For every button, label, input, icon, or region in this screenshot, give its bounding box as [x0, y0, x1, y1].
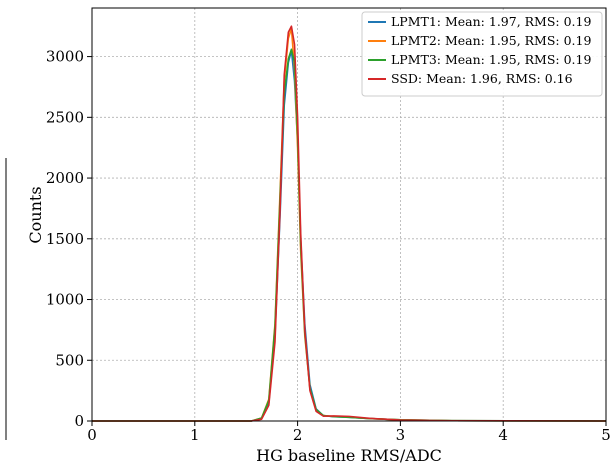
y-tick-label: 1000	[46, 291, 84, 309]
x-tick-label: 3	[396, 426, 406, 444]
series-layer	[92, 25, 607, 422]
legend-entry: LPMT1: Mean: 1.97, RMS: 0.19	[391, 14, 591, 29]
legend: LPMT1: Mean: 1.97, RMS: 0.19 LPMT2: Mean:…	[361, 11, 603, 97]
x-axis-label: HG baseline RMS/ADC	[256, 446, 442, 465]
x-tick-label: 5	[601, 426, 610, 444]
y-tick-label: 3000	[46, 48, 84, 66]
series-line-1	[92, 49, 607, 422]
legend-box	[361, 11, 603, 97]
plot-frame	[91, 7, 607, 422]
ticks: 0 1 2 3 4 5 0 500 1000 1500 2000 2500 3000	[46, 48, 610, 444]
y-tick-label: 500	[55, 351, 84, 369]
x-tick-label: 0	[87, 426, 97, 444]
x-tick-label: 4	[498, 426, 508, 444]
series-line-3	[92, 48, 607, 422]
x-tick-label: 2	[293, 426, 303, 444]
y-tick-label: 1500	[46, 230, 84, 248]
y-tick-label: 0	[74, 412, 84, 430]
series-line-4	[92, 25, 607, 422]
x-tick-label: 1	[190, 426, 200, 444]
legend-entry: LPMT3: Mean: 1.95, RMS: 0.19	[391, 52, 591, 67]
y-tick-label: 2000	[46, 169, 84, 187]
legend-entry: LPMT2: Mean: 1.95, RMS: 0.19	[391, 33, 591, 48]
legend-entry: SSD: Mean: 1.96, RMS: 0.16	[391, 71, 573, 86]
y-axis-label: Counts	[26, 186, 45, 243]
y-tick-label: 2500	[46, 108, 84, 126]
